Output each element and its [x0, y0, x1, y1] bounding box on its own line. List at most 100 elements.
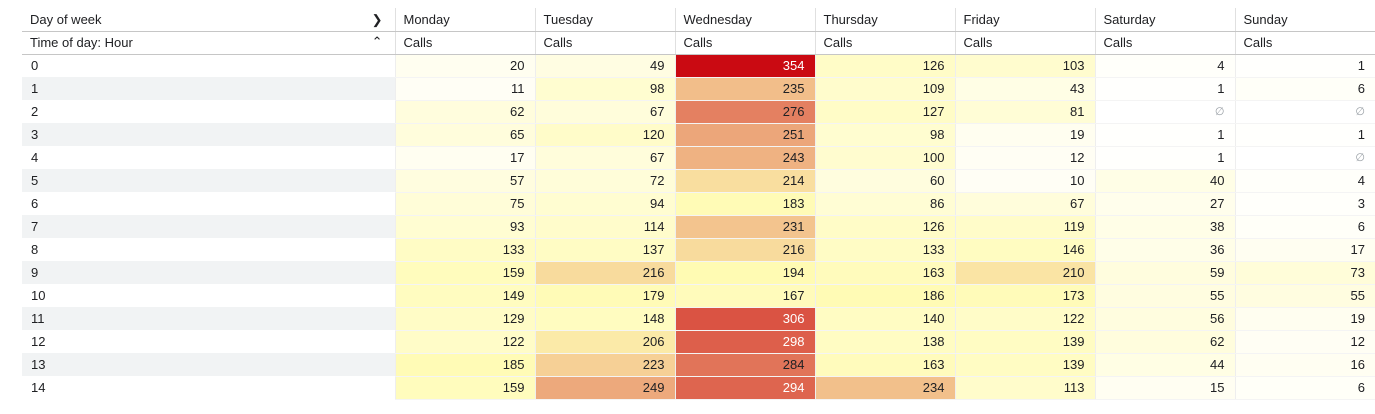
heat-cell: 67	[534, 146, 675, 170]
heat-cell: 138	[814, 330, 955, 354]
heat-cell: 43	[954, 77, 1095, 101]
heat-cell: 72	[534, 169, 675, 193]
heat-cell: 284	[674, 353, 815, 377]
heat-cell: 36	[1094, 238, 1235, 262]
heat-cell: 56	[1094, 307, 1235, 331]
column-dimension-label: Day of week	[30, 11, 102, 27]
chevron-up-icon[interactable]: ⌃	[371, 33, 383, 49]
heat-cell: 235	[674, 77, 815, 101]
heat-cell: 179	[534, 284, 675, 308]
heat-cell: 103	[954, 54, 1095, 78]
heat-cell: 223	[534, 353, 675, 377]
table-row: 7 93 114 231 126 119 38 6	[22, 215, 1375, 239]
heat-cell: 113	[954, 376, 1095, 400]
row-hour-label: 7	[22, 215, 395, 238]
heat-cell: 109	[814, 77, 955, 101]
heat-cell: 16	[1234, 353, 1375, 377]
day-header-wednesday: Wednesday	[674, 8, 815, 32]
table-row: 3 65 120 251 98 19 1 1	[22, 123, 1375, 147]
heat-cell: 81	[954, 100, 1095, 124]
heat-cell: 120	[534, 123, 675, 147]
heat-cell: 183	[674, 192, 815, 216]
row-hour-label: 13	[22, 353, 395, 376]
row-hour-label: 8	[31, 242, 39, 257]
heat-cell: 216	[674, 238, 815, 262]
metric-header: Calls	[674, 31, 815, 55]
heat-cell: 73	[1234, 261, 1375, 285]
day-header-monday: Monday	[394, 8, 535, 32]
heat-cell: 249	[534, 376, 675, 400]
row-dimension-header-row: Time of day: Hour ⌃ Calls Calls Calls Ca…	[22, 31, 1375, 55]
heat-cell: 44	[1094, 353, 1235, 377]
chevron-right-icon[interactable]: ❯	[371, 12, 383, 27]
heat-cell: 243	[674, 146, 815, 170]
metric-header: Calls	[394, 31, 535, 55]
heat-cell: 159	[394, 376, 535, 400]
row-dimension-label: Time of day: Hour	[30, 35, 133, 50]
heat-cell: 216	[534, 261, 675, 285]
heat-cell: ∅	[1234, 146, 1375, 170]
row-hour-label: 1	[22, 77, 395, 100]
heat-cell: 98	[534, 77, 675, 101]
heat-cell: 140	[814, 307, 955, 331]
table-row: 6 75 94 183 86 67 27 3	[22, 192, 1375, 216]
column-dimension-header-row: Day of week ❯ Monday Tuesday Wednesday T…	[22, 8, 1375, 32]
heat-cell: 122	[394, 330, 535, 354]
heat-cell: 27	[1094, 192, 1235, 216]
heat-cell: 146	[954, 238, 1095, 262]
heat-cell: 17	[1234, 238, 1375, 262]
table-row: 8 133 137 216 133 146 36 17	[22, 238, 1375, 262]
table-row: 12 122 206 298 138 139 62 12	[22, 330, 1375, 354]
heat-cell: 40	[1094, 169, 1235, 193]
metric-header: Calls	[954, 31, 1095, 55]
heat-cell: 94	[534, 192, 675, 216]
heat-cell: 93	[394, 215, 535, 239]
heat-cell: 133	[814, 238, 955, 262]
heat-cell: 126	[814, 215, 955, 239]
row-hour-label: 5	[22, 169, 395, 192]
heat-cell: 133	[394, 238, 535, 262]
heat-cell: 6	[1234, 77, 1375, 101]
heat-cell: 306	[674, 307, 815, 331]
heat-cell: 3	[1234, 192, 1375, 216]
table-row: 14 159 249 294 234 113 15 6	[22, 376, 1375, 400]
table-row: 2 62 67 276 127 81 ∅ ∅	[22, 100, 1375, 124]
table-row: 0 20 49 354 126 103 4 1	[22, 54, 1375, 78]
row-hour-label: 0	[31, 58, 39, 74]
heat-cell: 98	[814, 123, 955, 147]
heat-cell: 148	[534, 307, 675, 331]
heat-cell: 12	[954, 146, 1095, 170]
heat-cell: 163	[814, 261, 955, 285]
heat-cell: 210	[954, 261, 1095, 285]
heat-cell: 276	[674, 100, 815, 124]
heat-cell: 19	[954, 123, 1095, 147]
heat-cell: ∅	[1094, 100, 1235, 124]
heat-cell: 62	[394, 100, 535, 124]
heat-cell: 1	[1234, 123, 1375, 147]
metric-header: Calls	[1234, 31, 1375, 55]
row-hour-label: 9	[22, 261, 395, 284]
day-header-thursday: Thursday	[814, 8, 955, 32]
heat-cell: 186	[814, 284, 955, 308]
heat-cell: 86	[814, 192, 955, 216]
day-header-sunday: Sunday	[1234, 8, 1375, 32]
heat-cell: 1	[1094, 123, 1235, 147]
table-row: 9 159 216 194 163 210 59 73	[22, 261, 1375, 285]
heat-cell: 55	[1094, 284, 1235, 308]
heat-cell: 127	[814, 100, 955, 124]
heat-cell: 20	[394, 54, 535, 78]
heat-cell: 10	[954, 169, 1095, 193]
heat-cell: 185	[394, 353, 535, 377]
heat-cell: 354	[674, 54, 815, 78]
heat-cell: 67	[534, 100, 675, 124]
day-header-friday: Friday	[954, 8, 1095, 32]
heat-cell: 1	[1234, 54, 1375, 78]
heat-cell: 67	[954, 192, 1095, 216]
row-hour-label: 2	[31, 104, 39, 119]
heat-cell: 173	[954, 284, 1095, 308]
day-header-saturday: Saturday	[1094, 8, 1235, 32]
heat-cell: 159	[394, 261, 535, 285]
heat-cell: 59	[1094, 261, 1235, 285]
heat-cell: 298	[674, 330, 815, 354]
heat-cell: 139	[954, 353, 1095, 377]
